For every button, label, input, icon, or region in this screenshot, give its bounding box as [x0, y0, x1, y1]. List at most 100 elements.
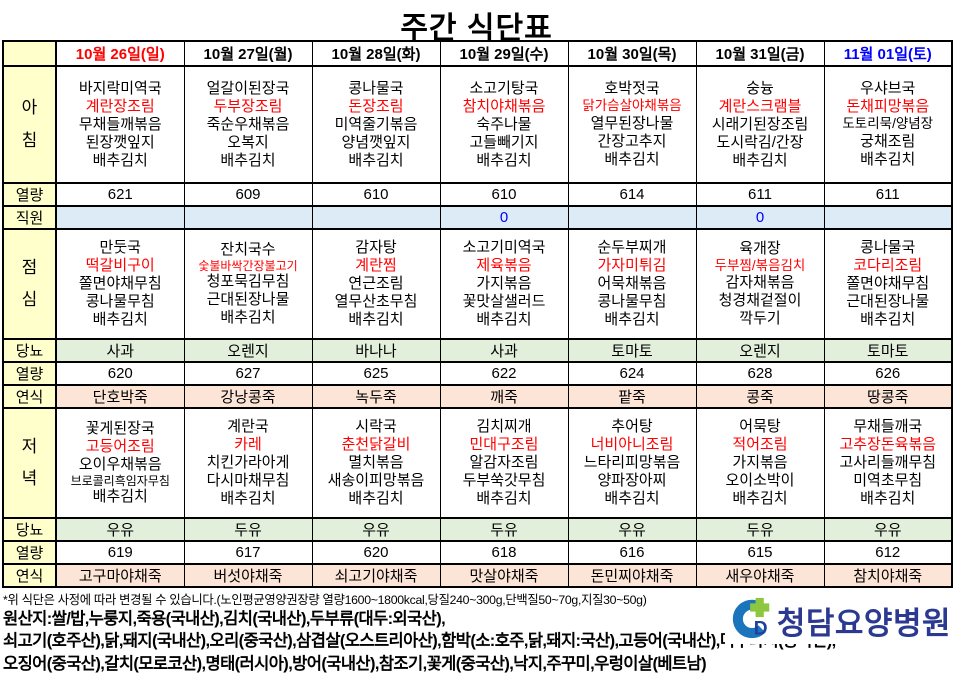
staff-cell-1: [183, 205, 313, 230]
menu-item-main: 두부찜/볶음김치: [714, 257, 806, 273]
dinner-soft-4: 돈민찌야채죽: [567, 563, 697, 588]
origin-line-1: 원산지:쌀/밥,누룽지,죽용(국내산),김치(국내산),두부류(대두:외국산),: [3, 610, 446, 628]
page-title: 주간 식단표: [400, 12, 553, 45]
lunch-soft-3: 깨죽: [439, 384, 569, 409]
dinner-calories-3: 618: [439, 540, 569, 565]
lunch-menu-cell-6: 콩나물국 코다리조림 쫄면야채무침 근대된장나물 배추김치: [823, 228, 953, 340]
breakfast-menu-cell-2: 콩나물국 돈장조림 미역줄기볶음 양념깻잎지 배추김치: [311, 65, 441, 184]
staff-cell-0: [55, 205, 185, 230]
menu-item: 배추김치: [220, 490, 276, 507]
menu-item: 배추김치: [348, 311, 404, 328]
lunch-menu-cell-2: 감자탕 계란찜 연근조림 열무산초무침 배추김치: [311, 228, 441, 340]
lunch-menu-cell-3: 소고기미역국 제육볶음 가지볶음 꽃맛살샐러드 배추김치: [439, 228, 569, 340]
menu-item-main: 계란찜: [355, 257, 397, 274]
menu-item: 두부쑥갓무침: [462, 472, 546, 489]
menu-item: 우샤브국: [860, 80, 916, 98]
dinner-menu-cell-3: 김치찌개 민대구조림 알감자조림 두부쑥갓무침 배추김치: [439, 407, 569, 519]
menu-item: 새송이피망볶음: [327, 472, 425, 489]
menu-item-main: 닭가슴살야채볶음: [582, 98, 682, 114]
menu-item: 숭늉: [746, 79, 774, 97]
lunch-calories-6: 626: [823, 361, 953, 386]
lunch-menu-cell-4: 순두부찌개 가자미튀김 어묵채볶음 콩나물무침 배추김치: [567, 228, 697, 340]
staff-cell-4: [567, 205, 697, 230]
dinner-soft-0: 고구마야채죽: [55, 563, 185, 588]
breakfast-calories-0: 621: [55, 182, 185, 207]
menu-item: 시래기된장조림: [711, 115, 809, 133]
row-label-diabetes: 당뇨: [2, 338, 57, 363]
menu-change-note: *위 식단은 사정에 따라 변경될 수 있습니다.(노인평균영양권장량 열량16…: [3, 593, 647, 607]
lunch-menu-cell-5: 육개장 두부찜/볶음김치 감자채볶음 청경채겉절이 깍두기: [695, 228, 825, 340]
day-header-2: 10월 28일(화): [311, 40, 441, 67]
weekly-menu-table: 10월 26일(일) 10월 27일(월) 10월 28일(화) 10월 29일(수)…: [2, 40, 953, 588]
menu-item-main: 카레: [234, 436, 262, 453]
menu-item: 멸치볶음: [348, 454, 404, 471]
lunch-calories-4: 624: [567, 361, 697, 386]
menu-item-main: 계란장조림: [85, 97, 155, 115]
menu-item: 도토리묵/양념장: [842, 116, 934, 132]
row-label-diabetes: 당뇨: [2, 517, 57, 542]
menu-item-main: 돈채피망볶음: [846, 98, 930, 116]
staff-cell-6: [823, 205, 953, 230]
menu-item: 배추김치: [348, 151, 404, 169]
menu-item: 배추김치: [348, 490, 404, 507]
menu-item: 쫄면야채무침: [78, 275, 162, 292]
lunch-diabetes-4: 토마토: [567, 338, 697, 363]
menu-item: 어묵탕: [739, 418, 781, 435]
breakfast-menu-cell-0: 바지락미역국 계란장조림 무채들깨볶음 된장깻잎지 배추김치: [55, 65, 185, 184]
menu-item: 깍두기: [739, 310, 781, 328]
menu-item: 가지볶음: [732, 454, 788, 471]
dinner-calories-1: 617: [183, 540, 313, 565]
menu-item-main: 너비아니조림: [590, 436, 674, 453]
lunch-soft-5: 콩죽: [695, 384, 825, 409]
menu-item: 잔치국수: [220, 240, 276, 258]
menu-item: 배추김치: [860, 150, 916, 168]
menu-item: 계란국: [227, 418, 269, 435]
breakfast-calories-6: 611: [823, 182, 953, 207]
menu-item: 콩나물무침: [85, 293, 155, 310]
menu-item: 양파장아찌: [597, 472, 667, 489]
menu-item: 배추김치: [220, 151, 276, 169]
menu-item: 무채들깨국: [853, 418, 923, 435]
origin-line-3: 오징어(중국산),갈치(모로코산),명태(러시아),방어(국내산),참조기,꽃게…: [3, 654, 707, 673]
day-header-5: 10월 31일(금): [695, 40, 825, 67]
menu-item: 쫄면야채무침: [846, 275, 930, 292]
day-header-4: 10월 30일(목): [567, 40, 697, 67]
menu-item-main: 두부장조림: [213, 97, 283, 115]
menu-item: 느타리피망볶음: [583, 454, 681, 471]
lunch-diabetes-3: 사과: [439, 338, 569, 363]
dinner-soft-3: 맛살야채죽: [439, 563, 569, 588]
row-label-calories: 열량: [2, 540, 57, 565]
dinner-calories-2: 620: [311, 540, 441, 565]
breakfast-menu-cell-6: 우샤브국 돈채피망볶음 도토리묵/양념장 궁채조림 배추김치: [823, 65, 953, 184]
breakfast-calories-4: 614: [567, 182, 697, 207]
menu-item: 무채들깨볶음: [78, 115, 162, 133]
menu-item: 배추김치: [92, 151, 148, 169]
breakfast-menu-cell-3: 소고기탕국 참치야채볶음 숙주나물 고들빼기지 배추김치: [439, 65, 569, 184]
dinner-calories-5: 615: [695, 540, 825, 565]
menu-item-main: 민대구조림: [469, 436, 539, 453]
lunch-menu-cell-1: 잔치국수 숯불바싹간장불고기 청포묵김무침 근대된장나물 배추김치: [183, 228, 313, 340]
day-header-6: 11월 01일(토): [823, 40, 953, 67]
origin-line-2: 쇠고기(호주산),닭,돼지(국내산),오리(중국산),삼겹살(오스트리아산),함…: [3, 632, 836, 651]
menu-item: 감자탕: [355, 239, 397, 256]
menu-item: 어묵채볶음: [597, 275, 667, 292]
menu-item-main: 떡갈비구이: [85, 257, 155, 274]
menu-item: 다시마채무침: [206, 472, 290, 489]
dinner-diabetes-3: 두유: [439, 517, 569, 542]
lunch-calories-3: 622: [439, 361, 569, 386]
menu-item: 꽃게된장국: [85, 419, 155, 437]
menu-item: 콩나물국: [860, 239, 916, 256]
menu-item: 배추김치: [860, 490, 916, 507]
dinner-menu-cell-2: 시락국 춘천닭갈비 멸치볶음 새송이피망볶음 배추김치: [311, 407, 441, 519]
breakfast-menu-cell-5: 숭늉 계란스크램블 시래기된장조림 도시락김/간장 배추김치: [695, 65, 825, 184]
menu-item: 브로콜리흑임자무침: [70, 473, 170, 488]
dinner-calories-6: 612: [823, 540, 953, 565]
day-header-0: 10월 26일(일): [55, 40, 185, 67]
menu-item-main: 춘천닭갈비: [341, 436, 411, 453]
menu-item: 시락국: [355, 418, 397, 435]
menu-item: 도시락김/간장: [716, 133, 804, 151]
dinner-diabetes-5: 두유: [695, 517, 825, 542]
row-label-calories: 열량: [2, 361, 57, 386]
